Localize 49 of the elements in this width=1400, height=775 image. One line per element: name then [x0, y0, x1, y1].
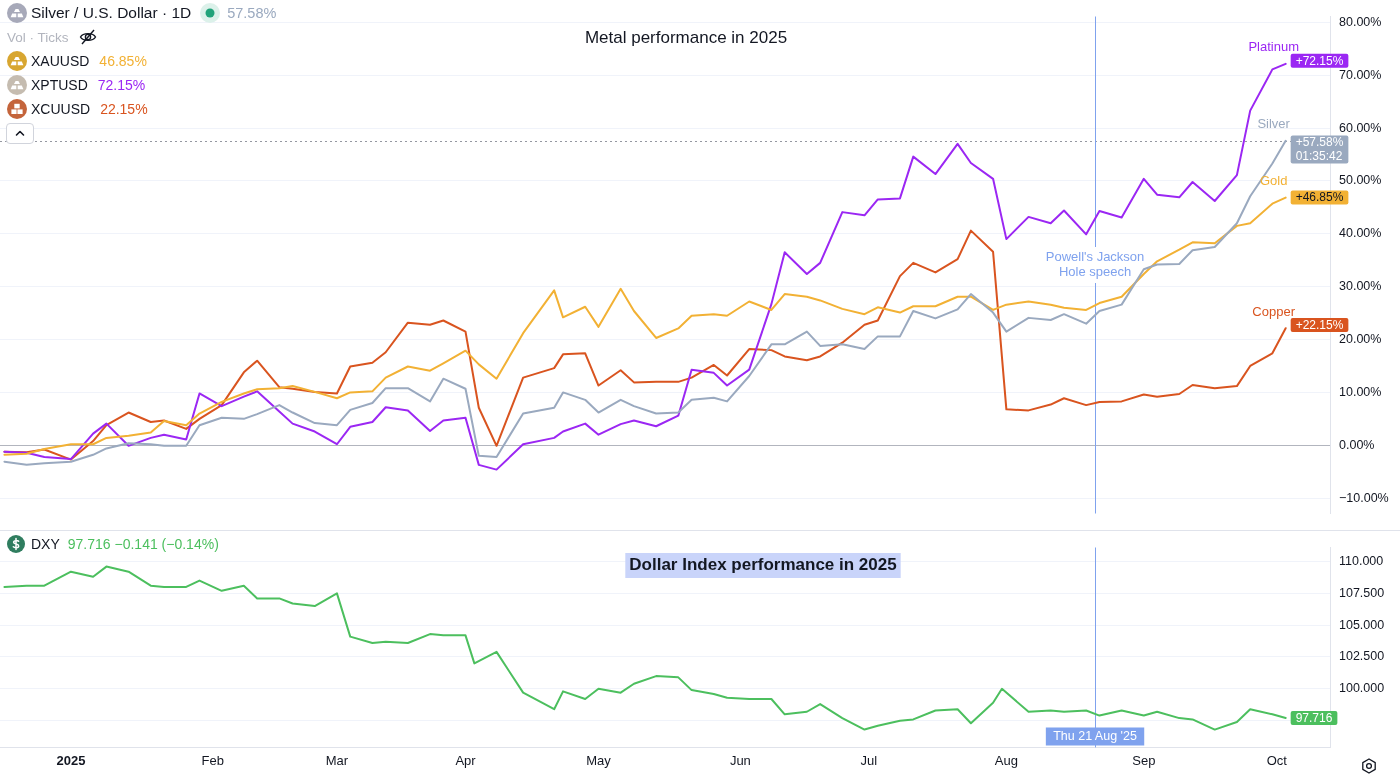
- y-tick-label: 30.00%: [1339, 279, 1382, 294]
- y-tick-label: −10.00%: [1339, 490, 1389, 505]
- y-tick-label: 20.00%: [1339, 332, 1382, 346]
- annotation: 57.58%: [227, 5, 277, 21]
- y-tick-label: 40.00%: [1339, 226, 1382, 241]
- data-label: +72.15%: [1295, 53, 1344, 68]
- x-tick-label: Aug: [994, 752, 1018, 768]
- y-tick-label: 0.00%: [1339, 437, 1375, 452]
- annotation: Vol · Ticks: [7, 29, 69, 45]
- series-label: Gold: [1259, 173, 1288, 189]
- data-label: 97.716: [1295, 710, 1333, 725]
- x-tick-label: Jul: [860, 752, 878, 768]
- x-tick-label: Mar: [325, 752, 349, 768]
- y-tick-label: 110.000: [1339, 553, 1384, 568]
- y-tick-label: 10.00%: [1339, 384, 1382, 399]
- y-tick-label: 107.500: [1339, 585, 1385, 600]
- chart-title: Dollar Index performance in 2025: [629, 554, 897, 574]
- x-tick-label: Apr: [455, 752, 477, 768]
- y-tick-label: 105.000: [1339, 617, 1385, 632]
- annotation: DXY: [31, 536, 60, 552]
- x-tick-label: Sep: [1132, 752, 1156, 768]
- series-label: Platinum: [1248, 39, 1299, 55]
- x-tick-label: 2025: [56, 752, 86, 768]
- series-label: Copper: [1252, 303, 1296, 319]
- annotation: 22.15%: [100, 101, 148, 117]
- x-tick-label: Feb: [201, 752, 224, 768]
- x-tick-label: May: [586, 752, 612, 768]
- ref-line-label: Thu 21 Aug '25: [1053, 728, 1137, 743]
- data-label: +57.58% 01:35:42: [1295, 135, 1344, 164]
- y-tick-label: 50.00%: [1339, 173, 1382, 188]
- ref-line-label: Powell's Jackson Hole speech: [1045, 249, 1145, 280]
- x-tick-label: Jun: [729, 752, 751, 768]
- text: Metal performance in 2025: [584, 27, 788, 47]
- series-label: Silver: [1257, 116, 1291, 132]
- data-label: +46.85%: [1295, 190, 1344, 205]
- y-tick-label: 102.500: [1339, 649, 1385, 664]
- annotation: XAUUSD: [31, 53, 90, 69]
- y-tick-label: 80.00%: [1339, 14, 1382, 29]
- y-tick-label: 60.00%: [1339, 120, 1382, 135]
- x-tick-label: Oct: [1266, 752, 1288, 768]
- y-tick-label: 100.000: [1339, 681, 1385, 696]
- y-tick-label: 70.00%: [1339, 67, 1382, 82]
- annotation: 97.716 −0.141 (−0.14%): [67, 536, 219, 552]
- annotation: XCUUSD: [31, 101, 91, 117]
- data-label: +22.15%: [1295, 317, 1344, 332]
- annotation: XPTUSD: [31, 77, 88, 93]
- annotation: 72.15%: [97, 77, 146, 93]
- annotation: 46.85%: [99, 53, 147, 69]
- annotation: Silver / U.S. Dollar · 1D: [31, 4, 192, 22]
